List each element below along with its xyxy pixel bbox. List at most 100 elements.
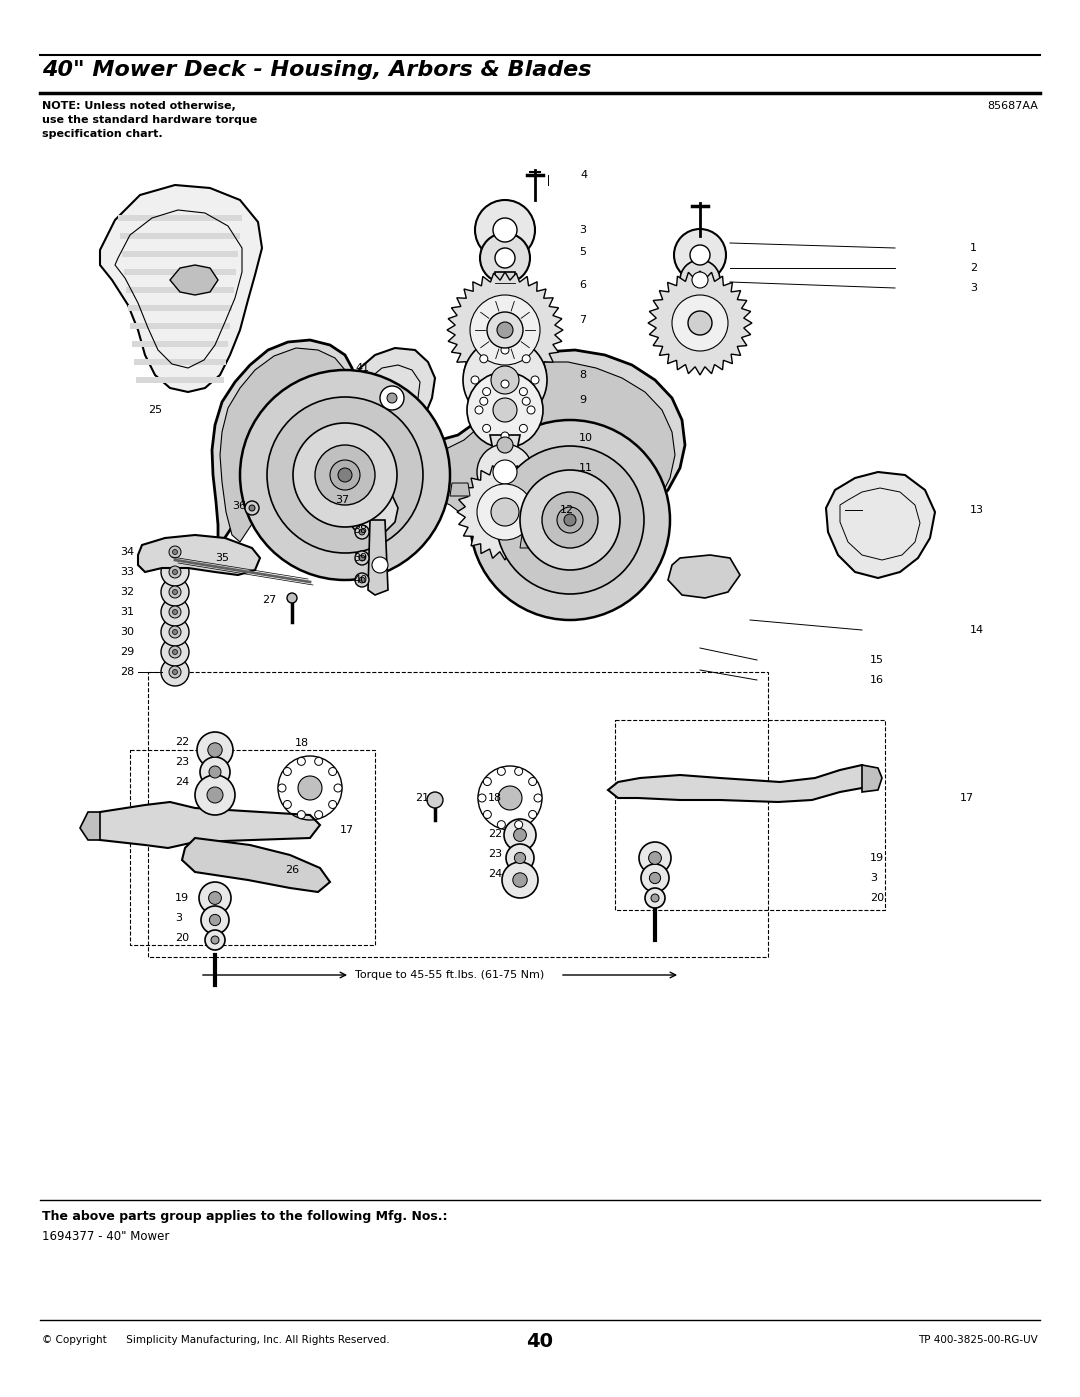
- Circle shape: [173, 650, 177, 655]
- Text: 22: 22: [488, 828, 502, 840]
- Circle shape: [207, 743, 222, 757]
- Circle shape: [355, 573, 369, 587]
- Circle shape: [692, 272, 708, 288]
- Polygon shape: [495, 272, 515, 295]
- Text: 18: 18: [488, 793, 502, 803]
- Circle shape: [283, 800, 292, 809]
- Text: 23: 23: [175, 757, 189, 767]
- Text: NOTE: Unless noted otherwise,: NOTE: Unless noted otherwise,: [42, 101, 235, 110]
- Text: 10: 10: [579, 433, 593, 443]
- Circle shape: [639, 842, 671, 875]
- Text: 3: 3: [970, 284, 977, 293]
- Text: 26: 26: [285, 865, 299, 875]
- Text: 12: 12: [561, 504, 575, 515]
- Polygon shape: [100, 184, 262, 393]
- Text: 28: 28: [120, 666, 134, 678]
- Circle shape: [168, 626, 181, 638]
- Circle shape: [514, 852, 526, 863]
- Circle shape: [642, 863, 669, 893]
- Circle shape: [491, 366, 519, 394]
- Circle shape: [523, 355, 530, 363]
- Polygon shape: [450, 483, 470, 496]
- Circle shape: [168, 666, 181, 678]
- Text: 21: 21: [415, 793, 429, 803]
- Circle shape: [334, 784, 342, 792]
- Circle shape: [492, 398, 517, 422]
- Circle shape: [210, 766, 221, 778]
- Text: 5: 5: [579, 247, 586, 257]
- Text: 14: 14: [970, 624, 984, 636]
- Circle shape: [483, 425, 490, 433]
- Text: 23: 23: [488, 849, 502, 859]
- Circle shape: [504, 819, 536, 851]
- Polygon shape: [368, 520, 388, 595]
- Text: 22: 22: [175, 738, 189, 747]
- Circle shape: [519, 469, 620, 570]
- Circle shape: [199, 882, 231, 914]
- Polygon shape: [608, 766, 875, 802]
- Circle shape: [161, 617, 189, 645]
- Circle shape: [528, 778, 537, 785]
- Circle shape: [478, 793, 486, 802]
- Text: 20: 20: [870, 893, 885, 902]
- Polygon shape: [122, 251, 238, 257]
- Circle shape: [480, 355, 488, 363]
- Circle shape: [168, 606, 181, 617]
- Circle shape: [328, 800, 337, 809]
- Circle shape: [534, 793, 542, 802]
- Polygon shape: [136, 377, 224, 383]
- Text: 31: 31: [120, 608, 134, 617]
- Circle shape: [173, 630, 177, 634]
- Text: 41: 41: [355, 363, 369, 373]
- Circle shape: [387, 393, 397, 402]
- Text: © Copyright      Simplicity Manufacturing, Inc. All Rights Reserved.: © Copyright Simplicity Manufacturing, In…: [42, 1336, 390, 1345]
- Text: Torque to 45-55 ft.lbs. (61-75 Nm): Torque to 45-55 ft.lbs. (61-75 Nm): [355, 970, 544, 981]
- Circle shape: [542, 492, 598, 548]
- Text: 25: 25: [148, 405, 162, 415]
- Circle shape: [168, 585, 181, 598]
- Bar: [130, 750, 375, 944]
- Circle shape: [355, 550, 369, 564]
- Circle shape: [498, 787, 522, 810]
- Circle shape: [495, 249, 515, 268]
- Circle shape: [359, 555, 365, 562]
- Circle shape: [205, 930, 225, 950]
- Circle shape: [498, 820, 505, 828]
- Circle shape: [161, 557, 189, 585]
- Circle shape: [528, 810, 537, 819]
- Circle shape: [338, 468, 352, 482]
- Circle shape: [527, 407, 535, 414]
- Circle shape: [168, 645, 181, 658]
- Circle shape: [249, 504, 255, 511]
- Circle shape: [211, 936, 219, 944]
- Circle shape: [483, 387, 490, 395]
- Text: 2: 2: [970, 263, 977, 272]
- Circle shape: [297, 810, 306, 819]
- Text: 32: 32: [120, 587, 134, 597]
- Circle shape: [200, 757, 230, 787]
- Circle shape: [293, 423, 397, 527]
- Text: 40" Mower Deck - Housing, Arbors & Blades: 40" Mower Deck - Housing, Arbors & Blade…: [42, 60, 592, 80]
- Circle shape: [484, 778, 491, 785]
- Circle shape: [168, 566, 181, 578]
- Text: 85687AA: 85687AA: [987, 101, 1038, 110]
- Polygon shape: [342, 488, 399, 535]
- Circle shape: [355, 525, 369, 539]
- Bar: [615, 719, 885, 909]
- Text: 4: 4: [580, 170, 588, 180]
- Text: 19: 19: [870, 854, 885, 863]
- Circle shape: [674, 229, 726, 281]
- Circle shape: [173, 669, 177, 675]
- Circle shape: [515, 820, 523, 828]
- Polygon shape: [490, 434, 519, 455]
- Circle shape: [161, 578, 189, 606]
- Polygon shape: [348, 348, 435, 440]
- Text: 37: 37: [335, 495, 349, 504]
- Text: 1694377 - 40" Mower: 1694377 - 40" Mower: [42, 1229, 170, 1243]
- Text: 38: 38: [353, 525, 367, 535]
- Circle shape: [514, 828, 526, 841]
- Text: 33: 33: [120, 567, 134, 577]
- Circle shape: [497, 321, 513, 338]
- Circle shape: [287, 592, 297, 604]
- Polygon shape: [648, 271, 752, 374]
